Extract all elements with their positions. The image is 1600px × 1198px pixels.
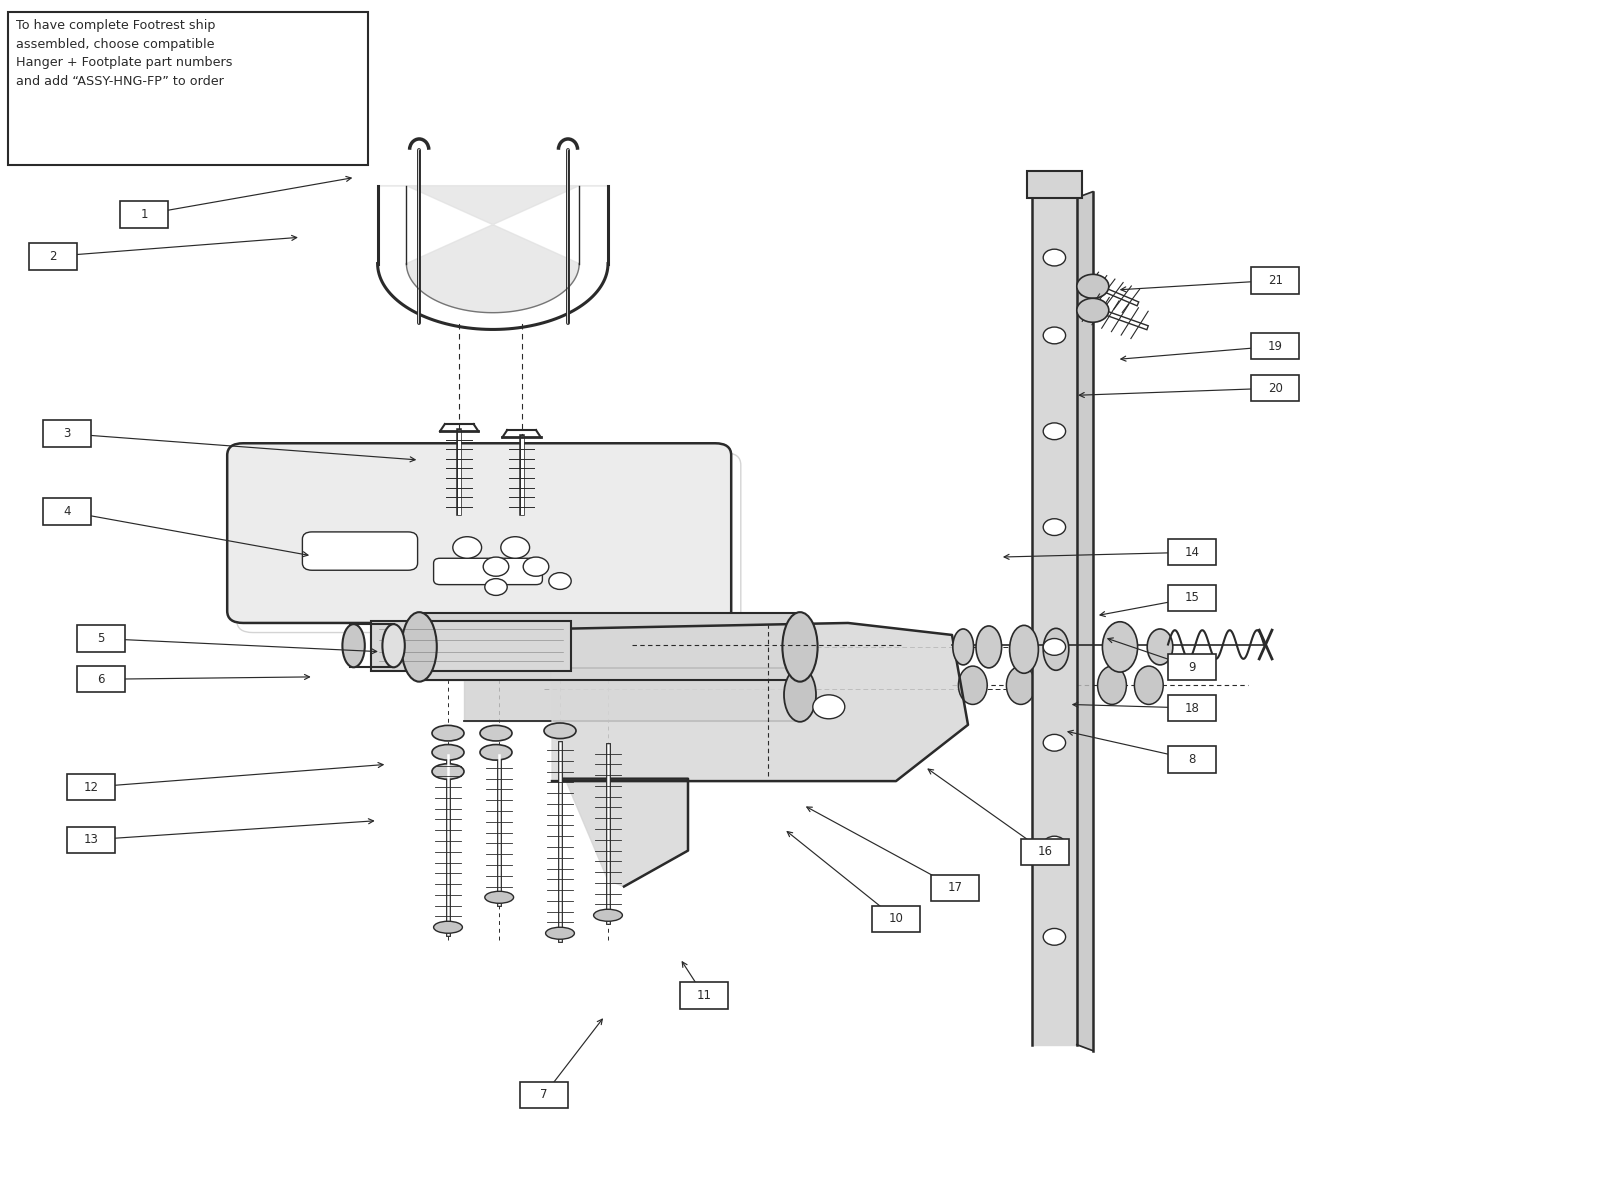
Circle shape bbox=[485, 579, 507, 595]
Bar bbox=[1251, 333, 1299, 359]
Text: 14: 14 bbox=[1184, 546, 1200, 558]
Bar bbox=[77, 625, 125, 652]
Polygon shape bbox=[378, 186, 608, 313]
Ellipse shape bbox=[485, 891, 514, 903]
Bar bbox=[1251, 267, 1299, 294]
Ellipse shape bbox=[1098, 666, 1126, 704]
Polygon shape bbox=[1077, 192, 1093, 1051]
Bar bbox=[872, 906, 920, 932]
Text: 12: 12 bbox=[83, 781, 99, 793]
Circle shape bbox=[1043, 928, 1066, 945]
Text: 8: 8 bbox=[1189, 754, 1195, 766]
Bar bbox=[1168, 585, 1216, 611]
Ellipse shape bbox=[1043, 628, 1069, 671]
Text: 17: 17 bbox=[947, 882, 963, 894]
Text: 3: 3 bbox=[64, 428, 70, 440]
Ellipse shape bbox=[342, 624, 365, 667]
Bar bbox=[43, 420, 91, 447]
Bar bbox=[43, 498, 91, 525]
Ellipse shape bbox=[434, 921, 462, 933]
Bar bbox=[931, 875, 979, 901]
Polygon shape bbox=[560, 767, 688, 887]
Text: 4: 4 bbox=[64, 506, 70, 518]
Polygon shape bbox=[419, 613, 800, 680]
Ellipse shape bbox=[402, 612, 437, 682]
Ellipse shape bbox=[382, 624, 405, 667]
Circle shape bbox=[483, 557, 509, 576]
Text: 6: 6 bbox=[98, 673, 104, 685]
Ellipse shape bbox=[546, 927, 574, 939]
Circle shape bbox=[1043, 327, 1066, 344]
Ellipse shape bbox=[544, 722, 576, 738]
Bar bbox=[29, 243, 77, 270]
Text: 21: 21 bbox=[1267, 274, 1283, 286]
Circle shape bbox=[1043, 836, 1066, 853]
Circle shape bbox=[501, 537, 530, 558]
FancyBboxPatch shape bbox=[227, 443, 731, 623]
Circle shape bbox=[1077, 298, 1109, 322]
Circle shape bbox=[453, 537, 482, 558]
Bar bbox=[371, 621, 571, 671]
Ellipse shape bbox=[1010, 625, 1038, 673]
Bar bbox=[1021, 839, 1069, 865]
Circle shape bbox=[1043, 734, 1066, 751]
Circle shape bbox=[523, 557, 549, 576]
Bar bbox=[8, 12, 368, 165]
Circle shape bbox=[1077, 274, 1109, 298]
Ellipse shape bbox=[1134, 666, 1163, 704]
Text: 19: 19 bbox=[1267, 340, 1283, 352]
Polygon shape bbox=[464, 668, 800, 721]
Text: 13: 13 bbox=[83, 834, 99, 846]
FancyBboxPatch shape bbox=[302, 532, 418, 570]
Ellipse shape bbox=[782, 612, 818, 682]
Bar bbox=[1168, 746, 1216, 773]
Ellipse shape bbox=[954, 629, 973, 665]
Ellipse shape bbox=[432, 744, 464, 760]
Ellipse shape bbox=[480, 744, 512, 760]
Circle shape bbox=[813, 695, 845, 719]
Ellipse shape bbox=[1147, 629, 1173, 665]
Circle shape bbox=[1043, 639, 1066, 655]
Text: 9: 9 bbox=[1189, 661, 1195, 673]
Circle shape bbox=[1043, 249, 1066, 266]
Polygon shape bbox=[552, 623, 968, 781]
Circle shape bbox=[1043, 519, 1066, 536]
Bar bbox=[1251, 375, 1299, 401]
Bar bbox=[77, 666, 125, 692]
Bar bbox=[1168, 539, 1216, 565]
Text: 7: 7 bbox=[541, 1089, 547, 1101]
Bar bbox=[1027, 171, 1082, 198]
Text: 11: 11 bbox=[696, 990, 712, 1002]
Ellipse shape bbox=[480, 725, 512, 740]
Ellipse shape bbox=[594, 909, 622, 921]
Text: 15: 15 bbox=[1184, 592, 1200, 604]
Circle shape bbox=[549, 573, 571, 589]
Text: 10: 10 bbox=[888, 913, 904, 925]
Ellipse shape bbox=[1102, 622, 1138, 672]
Ellipse shape bbox=[432, 725, 464, 740]
Bar bbox=[67, 774, 115, 800]
Ellipse shape bbox=[1042, 666, 1070, 704]
Ellipse shape bbox=[1006, 666, 1035, 704]
Bar bbox=[1168, 654, 1216, 680]
Text: 2: 2 bbox=[50, 250, 56, 262]
Text: 16: 16 bbox=[1037, 846, 1053, 858]
Bar bbox=[1168, 695, 1216, 721]
Text: 1: 1 bbox=[141, 208, 147, 220]
Bar bbox=[120, 201, 168, 228]
Ellipse shape bbox=[976, 625, 1002, 668]
Text: To have complete Footrest ship
assembled, choose compatible
Hanger + Footplate p: To have complete Footrest ship assembled… bbox=[16, 19, 232, 87]
Bar bbox=[67, 827, 115, 853]
Bar bbox=[680, 982, 728, 1009]
Ellipse shape bbox=[958, 666, 987, 704]
Text: 20: 20 bbox=[1267, 382, 1283, 394]
Circle shape bbox=[1043, 423, 1066, 440]
Bar bbox=[520, 1082, 568, 1108]
FancyBboxPatch shape bbox=[434, 558, 542, 585]
Text: 5: 5 bbox=[98, 633, 104, 645]
Ellipse shape bbox=[784, 668, 816, 721]
Polygon shape bbox=[1032, 198, 1077, 1045]
Text: 18: 18 bbox=[1184, 702, 1200, 714]
Ellipse shape bbox=[432, 764, 464, 779]
